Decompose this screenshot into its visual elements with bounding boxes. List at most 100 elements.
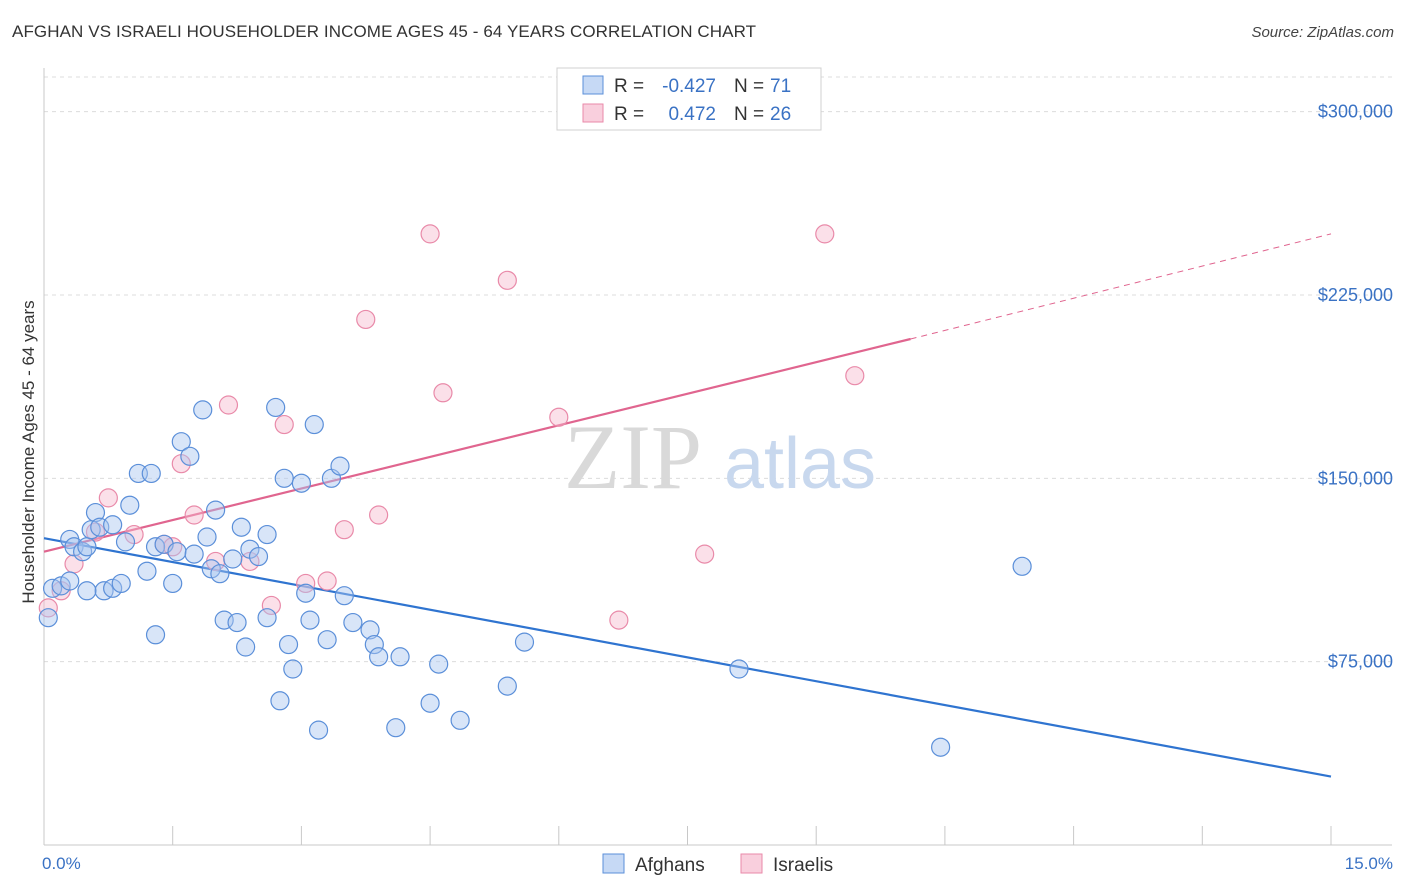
israeli-point-16 — [317, 571, 337, 591]
afghan-point-47 — [291, 473, 311, 493]
bottom-legend-swatch-afghans — [602, 853, 625, 874]
afghan-point-27 — [184, 544, 204, 564]
israeli-point-22 — [497, 270, 517, 290]
afghan-point-37 — [236, 637, 256, 657]
israeli-point-13 — [261, 595, 281, 616]
afghan-point-68 — [931, 737, 951, 757]
source-label: Source: ZipAtlas.com — [1251, 24, 1394, 41]
afghan-point-36 — [231, 517, 251, 537]
afghan-point-28 — [193, 400, 213, 420]
afghan-point-15 — [115, 532, 136, 552]
afghan-point-48 — [296, 583, 316, 603]
afghan-point-3 — [60, 571, 80, 591]
israeli-trend-line — [43, 337, 911, 553]
bottom-legend-afghans: Afghans — [635, 855, 705, 876]
afghan-point-25 — [171, 432, 191, 452]
afghan-point-16 — [120, 495, 140, 515]
afghan-point-14 — [111, 573, 131, 594]
afghan-point-41 — [257, 608, 277, 628]
afghan-point-0 — [38, 608, 58, 628]
afghan-point-65 — [497, 676, 517, 696]
axes — [43, 68, 1392, 846]
afghan-point-60 — [386, 718, 406, 738]
afghan-point-56 — [343, 612, 363, 633]
afghan-point-19 — [141, 463, 161, 484]
x-tick-labels: 0.0% 15.0% — [42, 854, 1393, 873]
afghan-point-9 — [85, 502, 106, 523]
afghan-point-20 — [145, 625, 166, 645]
chart-title: AFGHAN VS ISRAELI HOUSEHOLDER INCOME AGE… — [12, 22, 757, 41]
afghan-point-63 — [429, 654, 449, 674]
y-tick-label-1: $150,000 — [1318, 468, 1393, 488]
trend-lines — [43, 233, 1332, 778]
afghan-point-58 — [364, 634, 384, 655]
israeli-point-11 — [218, 395, 239, 415]
afghan-point-24 — [167, 542, 187, 562]
data-points — [38, 224, 1032, 757]
israeli-point-27 — [845, 366, 865, 386]
israeli-point-25 — [695, 544, 715, 564]
afghan-point-70 — [77, 581, 97, 601]
afghan-trend-line — [43, 537, 1332, 778]
afghan-point-67 — [729, 659, 749, 679]
y-tick-labels: $75,000 $150,000 $225,000 $300,000 — [1318, 102, 1393, 672]
legend-n-label-afghans: N = — [734, 76, 764, 97]
afghan-point-69 — [1012, 556, 1032, 576]
afghan-point-46 — [283, 659, 303, 679]
afghan-point-23 — [163, 573, 183, 594]
israeli-point-20 — [420, 224, 440, 244]
x-tick-label-min: 0.0% — [42, 854, 81, 873]
legend-r-label-afghans: R = — [614, 76, 644, 97]
legend-n-label-israelis: N = — [734, 104, 764, 125]
afghan-point-54 — [330, 456, 350, 476]
legend: R = -0.427 N = 71 R = 0.472 N = 26 — [556, 67, 822, 131]
afghan-point-29 — [197, 527, 217, 547]
israeli-point-19 — [369, 505, 389, 525]
afghan-point-66 — [514, 632, 535, 652]
israeli-point-14 — [274, 414, 294, 435]
bottom-legend: Afghans Israelis — [602, 853, 833, 876]
watermark: ZIP atlas — [564, 406, 876, 508]
afghan-point-43 — [270, 691, 290, 711]
afghan-point-31 — [206, 500, 226, 520]
afghan-point-32 — [210, 564, 230, 584]
legend-swatch-afghans — [582, 75, 604, 95]
afghan-point-50 — [304, 414, 324, 435]
afghan-point-44 — [274, 468, 294, 488]
afghan-point-40 — [257, 524, 277, 545]
israeli-point-4 — [98, 488, 118, 508]
afghan-point-39 — [248, 546, 269, 567]
legend-r-value-afghans: -0.427 — [662, 76, 716, 97]
bottom-legend-swatch-israelis — [740, 853, 763, 874]
afghan-point-57 — [360, 620, 380, 640]
legend-n-value-israelis: 26 — [770, 104, 791, 125]
afghan-point-62 — [420, 693, 440, 713]
y-tick-label-2: $225,000 — [1318, 285, 1393, 305]
afghan-point-51 — [308, 720, 329, 740]
y-tick-label-0: $75,000 — [1328, 652, 1393, 672]
afghan-point-52 — [317, 630, 337, 650]
israeli-point-18 — [356, 309, 376, 330]
afghan-point-59 — [369, 647, 389, 667]
afghan-point-64 — [450, 710, 470, 730]
afghan-point-55 — [334, 586, 354, 606]
x-tick-label-max: 15.0% — [1345, 854, 1393, 873]
legend-swatch-israelis — [582, 103, 604, 123]
afghan-point-45 — [278, 634, 299, 655]
legend-r-label-israelis: R = — [614, 104, 644, 125]
y-axis-title: Householder Income Ages 45 - 64 years — [19, 300, 38, 603]
israeli-point-21 — [433, 383, 453, 403]
afghan-point-26 — [180, 446, 200, 466]
afghan-point-34 — [223, 549, 243, 569]
israeli-point-9 — [184, 505, 204, 525]
watermark-atlas: atlas — [724, 424, 876, 504]
legend-n-value-afghans: 71 — [770, 76, 791, 97]
israeli-point-17 — [334, 520, 354, 540]
y-tick-label-3: $300,000 — [1318, 102, 1393, 122]
israeli-point-15 — [296, 573, 316, 594]
afghan-point-12 — [103, 515, 123, 535]
afghan-point-7 — [77, 537, 97, 557]
afghan-point-49 — [300, 610, 320, 630]
watermark-zip: ZIP — [564, 406, 702, 508]
